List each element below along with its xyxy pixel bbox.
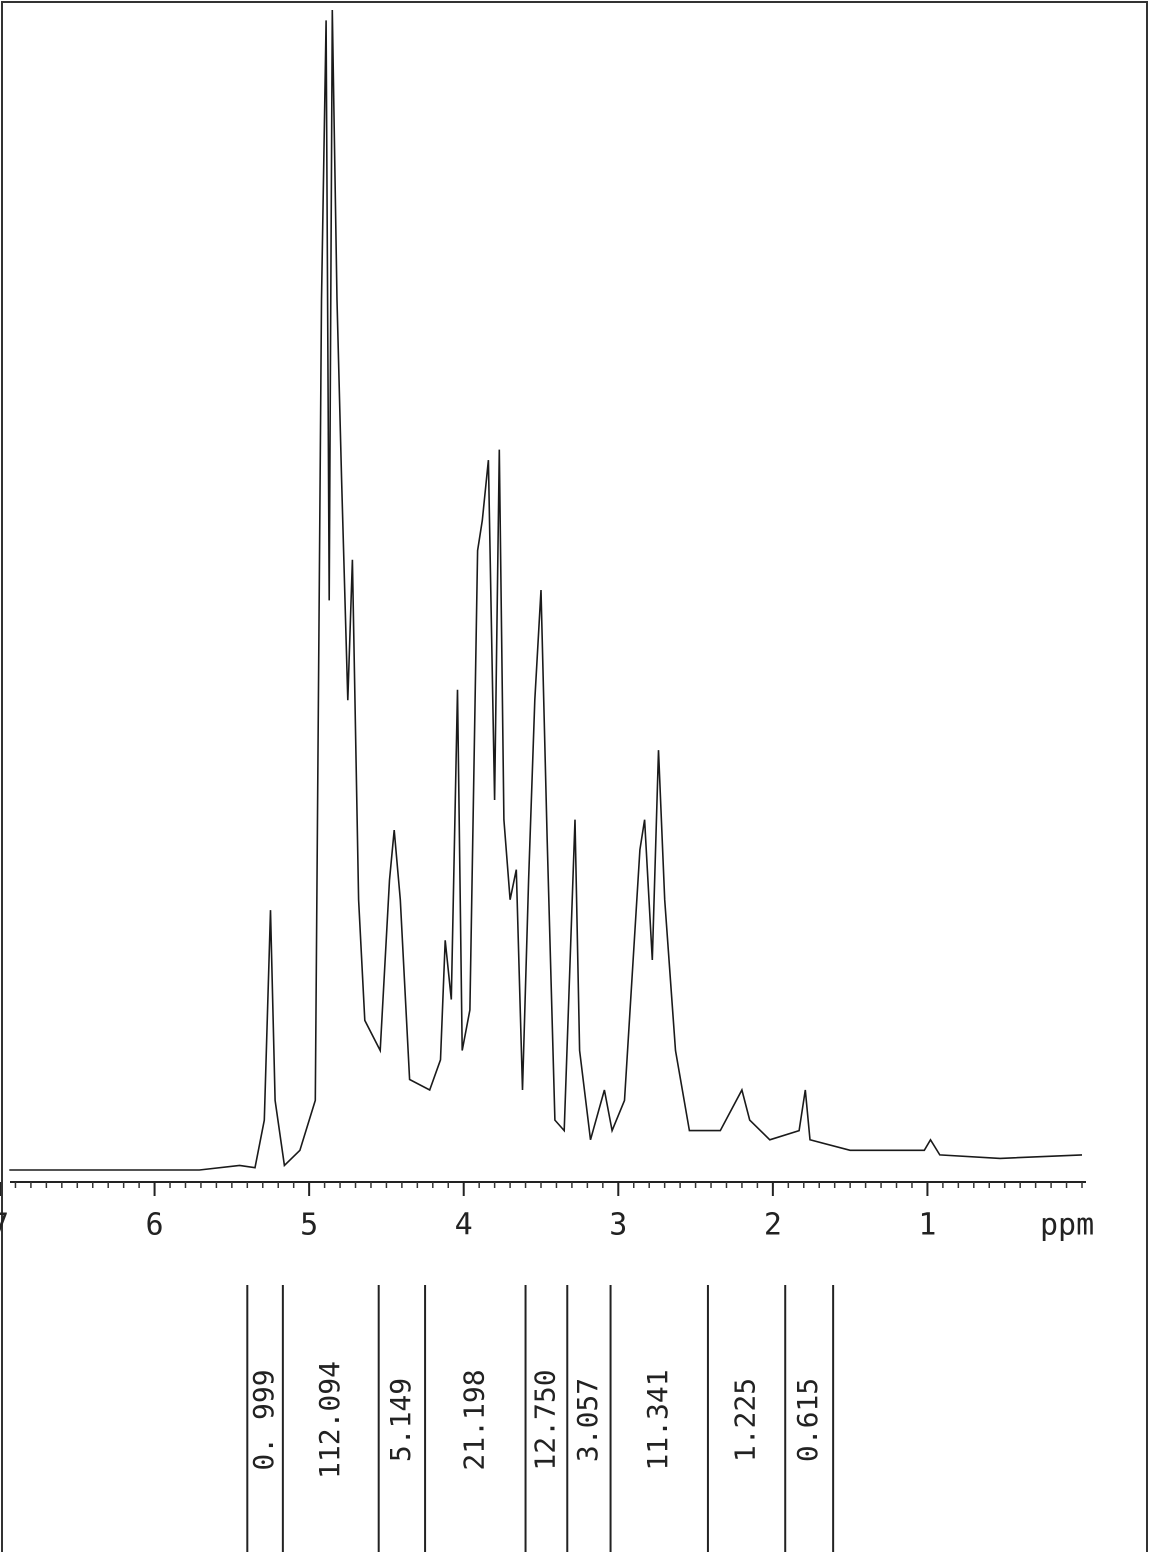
integral-value: 112.094 [313,1361,346,1479]
x-tick-label: 2 [764,1208,782,1243]
integral-value: 11.341 [641,1369,674,1470]
integral-value: 5.149 [384,1378,417,1462]
x-axis-label: ppm [1040,1208,1094,1243]
x-tick-label: 3 [609,1208,627,1243]
spectrum-trace [9,9,1083,1171]
integral-value: 3.057 [571,1378,604,1462]
integral-value: 1.225 [729,1378,762,1462]
x-tick-label: 1 [918,1208,936,1243]
x-tick-label: 5 [300,1208,318,1243]
integral-value: 0.615 [791,1378,824,1462]
x-tick-label: 6 [146,1208,164,1243]
x-tick-label: 7 [0,1208,9,1243]
x-tick-label: 4 [455,1208,473,1243]
integral-value: 12.750 [528,1369,561,1470]
integral-value: 0. 999 [247,1369,280,1470]
integral-value: 21.198 [457,1369,490,1470]
